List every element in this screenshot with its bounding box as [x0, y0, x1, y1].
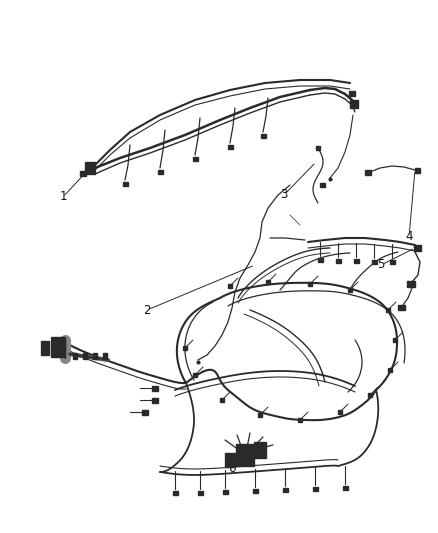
- Bar: [252, 489, 258, 493]
- Bar: [198, 491, 202, 495]
- Bar: [389, 260, 395, 264]
- Text: 3: 3: [280, 189, 288, 201]
- Bar: [353, 260, 358, 263]
- Bar: [183, 346, 187, 350]
- Bar: [152, 385, 158, 391]
- Bar: [173, 491, 177, 496]
- Bar: [318, 259, 322, 262]
- Bar: [388, 368, 392, 372]
- Text: 4: 4: [405, 230, 413, 244]
- Bar: [193, 373, 197, 377]
- Bar: [93, 353, 97, 359]
- Bar: [73, 353, 77, 359]
- Bar: [343, 486, 347, 490]
- Bar: [371, 260, 377, 264]
- Bar: [414, 167, 420, 173]
- Bar: [223, 490, 227, 494]
- Bar: [393, 338, 397, 342]
- Bar: [298, 418, 302, 422]
- Bar: [398, 304, 405, 310]
- Bar: [312, 487, 318, 491]
- Text: 5: 5: [377, 259, 385, 271]
- Bar: [51, 337, 65, 357]
- Bar: [413, 245, 420, 251]
- Bar: [152, 398, 158, 402]
- Text: 1: 1: [59, 190, 67, 204]
- Bar: [407, 281, 415, 287]
- Bar: [350, 100, 358, 108]
- Bar: [261, 134, 265, 138]
- Bar: [336, 259, 340, 263]
- Text: 6: 6: [228, 462, 236, 474]
- Bar: [85, 162, 95, 174]
- Bar: [283, 488, 287, 492]
- Bar: [338, 410, 342, 414]
- Bar: [258, 413, 262, 417]
- Bar: [348, 288, 352, 292]
- Bar: [142, 409, 148, 415]
- Bar: [368, 393, 372, 397]
- Bar: [41, 341, 49, 355]
- Bar: [80, 171, 86, 175]
- Bar: [365, 169, 371, 174]
- Bar: [225, 453, 235, 467]
- Bar: [227, 145, 233, 149]
- Bar: [228, 284, 232, 288]
- Bar: [220, 398, 224, 402]
- Bar: [386, 308, 390, 312]
- Bar: [319, 183, 325, 187]
- Bar: [236, 444, 254, 466]
- Bar: [316, 146, 320, 150]
- Bar: [266, 280, 270, 284]
- Text: 2: 2: [143, 303, 151, 317]
- Bar: [192, 157, 198, 161]
- Bar: [158, 170, 162, 174]
- Bar: [349, 91, 355, 95]
- Bar: [103, 353, 107, 359]
- Bar: [83, 353, 87, 359]
- Bar: [123, 182, 127, 186]
- Bar: [254, 442, 266, 458]
- Bar: [308, 282, 312, 286]
